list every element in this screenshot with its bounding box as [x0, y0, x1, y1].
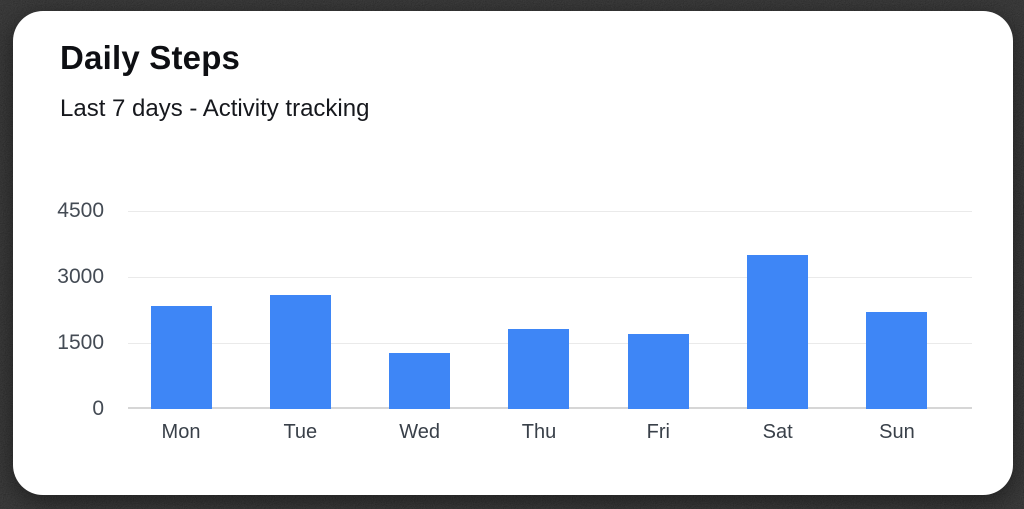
bar-thu: [508, 328, 570, 409]
y-axis-tick-1500: 1500: [57, 331, 104, 354]
chart-title: Daily Steps: [60, 39, 241, 76]
x-axis-label-sat: Sat: [762, 421, 793, 443]
bar-fri: [627, 334, 689, 409]
y-axis-tick-3000: 3000: [57, 265, 104, 288]
chart-subtitle: Last 7 days - Activity tracking: [60, 95, 370, 122]
x-axis-label-thu: Thu: [521, 421, 557, 443]
bar-wed: [389, 352, 451, 409]
bar-sun: [866, 312, 928, 409]
steps-bar-chart: 0 1500 3000 4500 Mon Tue Wed Thu Fri Sat Sun: [13, 11, 1013, 495]
bar-tue: [269, 294, 331, 409]
y-axis-tick-0: 0: [92, 397, 104, 420]
bar-mon: [150, 305, 212, 409]
x-axis-label-tue: Tue: [283, 421, 318, 443]
x-axis-label-wed: Wed: [399, 421, 441, 443]
x-axis-label-mon: Mon: [161, 421, 201, 443]
plot-area: [128, 211, 972, 409]
gridline-4500: [128, 211, 972, 212]
bar-sat: [747, 255, 809, 409]
y-axis-tick-4500: 4500: [57, 199, 104, 222]
x-axis-label-sun: Sun: [879, 421, 915, 443]
gridline-3000: [128, 277, 972, 278]
daily-steps-card: Daily Steps Last 7 days - Activity track…: [13, 11, 1013, 495]
x-axis-label-fri: Fri: [646, 421, 670, 443]
